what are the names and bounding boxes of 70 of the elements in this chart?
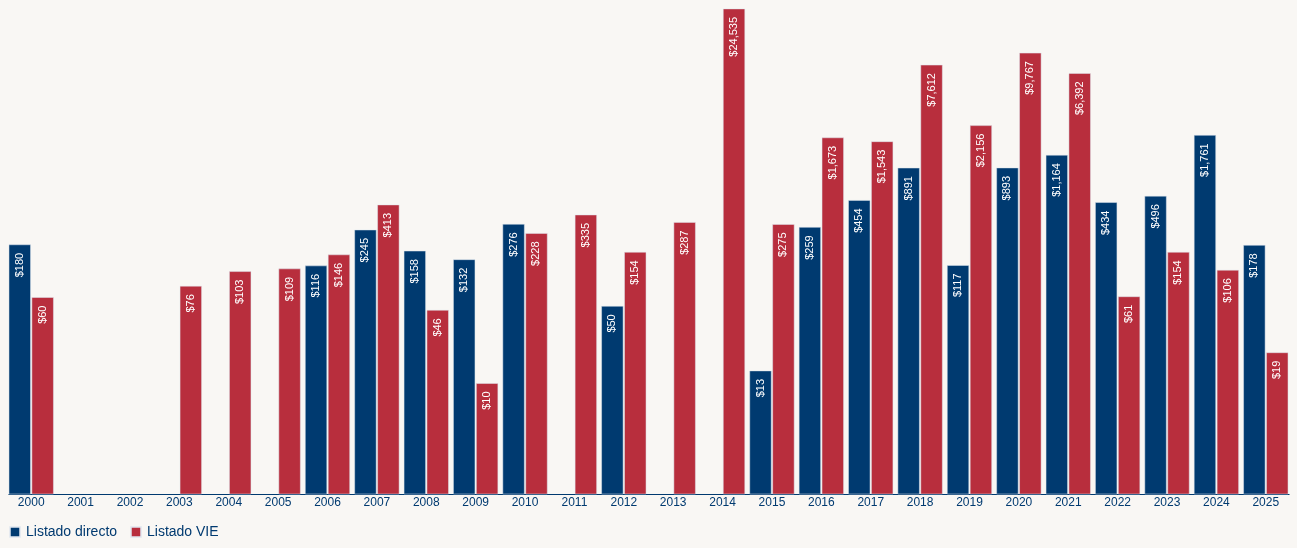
x-tick-label: 2019 (956, 494, 984, 509)
data-label: $335 (578, 222, 591, 248)
data-label: $180 (12, 252, 25, 278)
data-label: $1,761 (1197, 143, 1210, 177)
data-label: $158 (407, 259, 420, 284)
x-tick-label: 2021 (1054, 494, 1082, 509)
x-tick-label: 2024 (1203, 494, 1231, 509)
legend-label: Listado VIE (147, 523, 219, 539)
data-label: $7,612 (924, 73, 937, 107)
data-label: $154 (628, 260, 641, 285)
data-label: $245 (358, 237, 371, 263)
data-label: $893 (1000, 175, 1013, 201)
x-tick-label: 2017 (857, 494, 885, 509)
data-label: $2,156 (973, 133, 986, 168)
x-tick-label: 2002 (116, 494, 144, 509)
x-tick-label: 2006 (314, 494, 342, 509)
x-tick-label: 2016 (807, 494, 836, 509)
data-label: $13 (753, 378, 766, 398)
data-label: $496 (1148, 204, 1161, 229)
x-tick-label: 2003 (166, 494, 194, 509)
data-label: $413 (381, 212, 394, 238)
x-tick-label: 2018 (906, 494, 934, 509)
x-tick-label: 2007 (363, 494, 391, 509)
data-label: $178 (1247, 253, 1260, 278)
x-tick-label: 2000 (17, 494, 45, 509)
x-tick-label: 2025 (1252, 494, 1280, 509)
data-label: $1,673 (825, 145, 838, 180)
data-label: $146 (331, 262, 344, 288)
x-tick-label: 2004 (215, 494, 243, 509)
data-label: $46 (430, 318, 443, 337)
x-tick-label: 2022 (1104, 494, 1132, 509)
x-tick-label: 2010 (511, 494, 539, 509)
data-label: $60 (35, 305, 48, 324)
x-tick-label: 2011 (561, 494, 588, 509)
x-tick-label: 2020 (1005, 494, 1033, 509)
x-tick-label: 2005 (264, 494, 292, 509)
data-label: $50 (605, 314, 618, 333)
data-label: $109 (282, 276, 295, 302)
data-label: $24,535 (727, 16, 740, 57)
x-tick-label: 2012 (610, 494, 638, 509)
data-label: $1,543 (875, 149, 888, 184)
data-label: $1,164 (1049, 163, 1062, 197)
data-label: $275 (776, 232, 789, 257)
data-label: $117 (951, 273, 964, 298)
data-label: $287 (677, 230, 690, 255)
data-label: $434 (1099, 210, 1112, 236)
data-label: $228 (529, 241, 542, 266)
data-label: $116 (309, 273, 322, 298)
legend-label: Listado directo (26, 523, 118, 539)
x-tick-label: 2014 (709, 494, 737, 509)
data-label: $132 (457, 267, 470, 293)
x-tick-label: 2008 (412, 494, 440, 509)
data-label: $76 (183, 294, 196, 313)
data-label: $10 (480, 391, 493, 410)
data-label: $276 (506, 232, 519, 257)
x-tick-label: 2015 (758, 494, 786, 509)
data-label: $6,392 (1072, 81, 1085, 116)
x-tick-label: 2013 (659, 494, 687, 509)
data-label: $19 (1270, 360, 1283, 380)
data-label: $61 (1122, 304, 1135, 324)
x-tick-label: 2023 (1153, 494, 1181, 509)
data-label: $103 (233, 279, 246, 305)
x-tick-label: 2009 (462, 494, 490, 509)
data-label: $9,767 (1023, 61, 1036, 95)
data-label: $454 (852, 208, 865, 233)
data-label: $106 (1220, 278, 1233, 303)
data-label: $259 (802, 235, 815, 260)
x-tick-label: 2001 (67, 494, 95, 509)
data-label: $154 (1171, 260, 1184, 285)
data-label: $891 (901, 176, 914, 201)
